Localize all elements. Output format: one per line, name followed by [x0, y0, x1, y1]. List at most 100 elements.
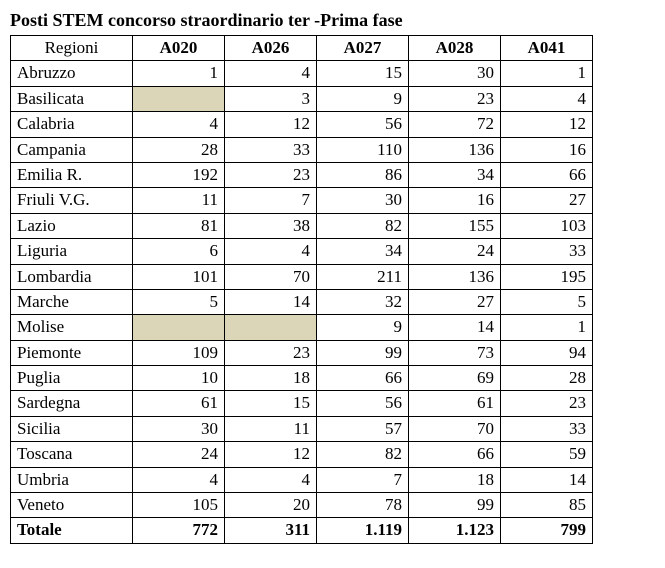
stem-table: Regioni A020 A026 A027 A028 A041 Abruzzo…	[10, 35, 593, 544]
data-cell: 66	[317, 366, 409, 391]
data-cell: 73	[409, 340, 501, 365]
data-cell: 82	[317, 213, 409, 238]
col-header-region: Regioni	[11, 36, 133, 61]
data-cell: 82	[317, 442, 409, 467]
data-cell: 24	[133, 442, 225, 467]
total-label: Totale	[11, 518, 133, 543]
data-cell: 155	[409, 213, 501, 238]
data-cell: 103	[501, 213, 593, 238]
data-cell: 4	[133, 467, 225, 492]
data-cell: 7	[225, 188, 317, 213]
table-row: Friuli V.G.117301627	[11, 188, 593, 213]
data-cell: 33	[501, 239, 593, 264]
data-cell: 136	[409, 137, 501, 162]
region-cell: Toscana	[11, 442, 133, 467]
data-cell: 11	[225, 416, 317, 441]
data-cell: 12	[225, 442, 317, 467]
data-cell: 66	[501, 162, 593, 187]
data-cell: 136	[409, 264, 501, 289]
table-row: Lombardia10170211136195	[11, 264, 593, 289]
data-cell: 7	[317, 467, 409, 492]
data-cell: 66	[409, 442, 501, 467]
data-cell	[133, 315, 225, 340]
data-cell: 33	[501, 416, 593, 441]
data-cell: 16	[409, 188, 501, 213]
data-cell: 94	[501, 340, 593, 365]
data-cell: 11	[133, 188, 225, 213]
data-cell: 24	[409, 239, 501, 264]
data-cell: 15	[225, 391, 317, 416]
table-row: Puglia1018666928	[11, 366, 593, 391]
data-cell: 192	[133, 162, 225, 187]
data-cell: 1	[501, 61, 593, 86]
data-cell: 14	[501, 467, 593, 492]
data-cell: 23	[225, 340, 317, 365]
total-row: Totale7723111.1191.123799	[11, 518, 593, 543]
data-cell: 61	[409, 391, 501, 416]
table-row: Piemonte10923997394	[11, 340, 593, 365]
data-cell	[225, 315, 317, 340]
col-header-a020: A020	[133, 36, 225, 61]
data-cell: 86	[317, 162, 409, 187]
data-cell: 70	[409, 416, 501, 441]
data-cell: 56	[317, 112, 409, 137]
region-cell: Piemonte	[11, 340, 133, 365]
data-cell: 15	[317, 61, 409, 86]
col-header-a026: A026	[225, 36, 317, 61]
data-cell: 23	[409, 86, 501, 111]
table-row: Umbria4471814	[11, 467, 593, 492]
data-cell: 18	[409, 467, 501, 492]
data-cell: 101	[133, 264, 225, 289]
data-cell: 81	[133, 213, 225, 238]
data-cell: 9	[317, 315, 409, 340]
data-cell: 30	[409, 61, 501, 86]
data-cell: 4	[501, 86, 593, 111]
data-cell: 69	[409, 366, 501, 391]
data-cell: 20	[225, 493, 317, 518]
data-cell: 99	[317, 340, 409, 365]
region-cell: Calabria	[11, 112, 133, 137]
table-row: Sardegna6115566123	[11, 391, 593, 416]
total-cell: 772	[133, 518, 225, 543]
col-header-a041: A041	[501, 36, 593, 61]
data-cell: 23	[501, 391, 593, 416]
table-row: Toscana2412826659	[11, 442, 593, 467]
data-cell	[133, 86, 225, 111]
data-cell: 34	[317, 239, 409, 264]
table-row: Emilia R.19223863466	[11, 162, 593, 187]
data-cell: 99	[409, 493, 501, 518]
table-row: Campania283311013616	[11, 137, 593, 162]
region-cell: Lazio	[11, 213, 133, 238]
data-cell: 27	[501, 188, 593, 213]
region-cell: Basilicata	[11, 86, 133, 111]
table-row: Liguria64342433	[11, 239, 593, 264]
region-cell: Marche	[11, 289, 133, 314]
col-header-a028: A028	[409, 36, 501, 61]
data-cell: 1	[133, 61, 225, 86]
data-cell: 5	[501, 289, 593, 314]
data-cell: 4	[225, 467, 317, 492]
data-cell: 59	[501, 442, 593, 467]
region-cell: Umbria	[11, 467, 133, 492]
data-cell: 1	[501, 315, 593, 340]
region-cell: Lombardia	[11, 264, 133, 289]
data-cell: 34	[409, 162, 501, 187]
total-cell: 799	[501, 518, 593, 543]
table-row: Molise9141	[11, 315, 593, 340]
region-cell: Abruzzo	[11, 61, 133, 86]
table-body: Abruzzo1415301Basilicata39234Calabria412…	[11, 61, 593, 543]
data-cell: 18	[225, 366, 317, 391]
region-cell: Liguria	[11, 239, 133, 264]
data-cell: 28	[133, 137, 225, 162]
region-cell: Veneto	[11, 493, 133, 518]
data-cell: 33	[225, 137, 317, 162]
data-cell: 3	[225, 86, 317, 111]
data-cell: 30	[133, 416, 225, 441]
data-cell: 110	[317, 137, 409, 162]
region-cell: Sardegna	[11, 391, 133, 416]
data-cell: 195	[501, 264, 593, 289]
data-cell: 56	[317, 391, 409, 416]
data-cell: 61	[133, 391, 225, 416]
data-cell: 57	[317, 416, 409, 441]
data-cell: 4	[133, 112, 225, 137]
